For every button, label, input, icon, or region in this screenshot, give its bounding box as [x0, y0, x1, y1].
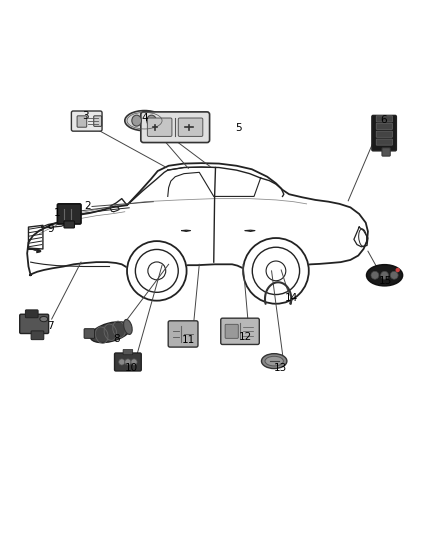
Text: 6: 6: [380, 115, 387, 125]
Circle shape: [243, 238, 309, 304]
Text: 4: 4: [141, 112, 148, 123]
FancyBboxPatch shape: [376, 139, 392, 145]
FancyBboxPatch shape: [168, 321, 198, 347]
Text: 2: 2: [84, 201, 91, 212]
FancyBboxPatch shape: [178, 118, 203, 136]
FancyBboxPatch shape: [376, 131, 392, 138]
Text: 1: 1: [53, 208, 60, 218]
FancyBboxPatch shape: [225, 324, 238, 338]
FancyBboxPatch shape: [77, 116, 87, 127]
Ellipse shape: [124, 319, 132, 334]
Circle shape: [127, 241, 187, 301]
FancyBboxPatch shape: [57, 204, 81, 224]
Ellipse shape: [125, 110, 164, 131]
Text: 7: 7: [47, 321, 54, 330]
FancyBboxPatch shape: [382, 148, 390, 156]
Text: 15: 15: [379, 276, 392, 286]
FancyBboxPatch shape: [31, 331, 44, 340]
Text: 8: 8: [113, 334, 120, 344]
FancyBboxPatch shape: [71, 111, 102, 131]
FancyBboxPatch shape: [123, 350, 133, 355]
Circle shape: [131, 359, 137, 365]
Circle shape: [371, 271, 379, 279]
Text: 9: 9: [47, 224, 54, 235]
FancyBboxPatch shape: [25, 310, 38, 318]
Text: 10: 10: [125, 363, 138, 373]
Ellipse shape: [40, 317, 48, 322]
Text: 11: 11: [182, 335, 195, 345]
Ellipse shape: [261, 354, 287, 368]
Circle shape: [390, 271, 398, 279]
Circle shape: [119, 359, 125, 365]
FancyBboxPatch shape: [147, 118, 172, 136]
FancyBboxPatch shape: [114, 353, 141, 371]
Text: 14: 14: [285, 293, 298, 303]
FancyBboxPatch shape: [20, 314, 49, 334]
Text: 5: 5: [235, 123, 242, 133]
Text: 3: 3: [82, 111, 89, 122]
Ellipse shape: [132, 115, 141, 126]
Ellipse shape: [90, 322, 131, 343]
Ellipse shape: [147, 115, 156, 126]
Circle shape: [396, 268, 400, 272]
Ellipse shape: [367, 265, 403, 286]
FancyBboxPatch shape: [376, 123, 392, 130]
FancyBboxPatch shape: [221, 318, 259, 344]
Text: 13: 13: [274, 363, 287, 373]
Circle shape: [125, 359, 131, 365]
FancyBboxPatch shape: [64, 221, 74, 228]
Circle shape: [381, 271, 389, 279]
Ellipse shape: [265, 356, 283, 366]
FancyBboxPatch shape: [372, 115, 396, 151]
FancyBboxPatch shape: [84, 329, 95, 338]
FancyBboxPatch shape: [141, 112, 210, 142]
FancyBboxPatch shape: [376, 116, 392, 122]
FancyBboxPatch shape: [94, 116, 102, 126]
Text: 12: 12: [239, 332, 252, 342]
